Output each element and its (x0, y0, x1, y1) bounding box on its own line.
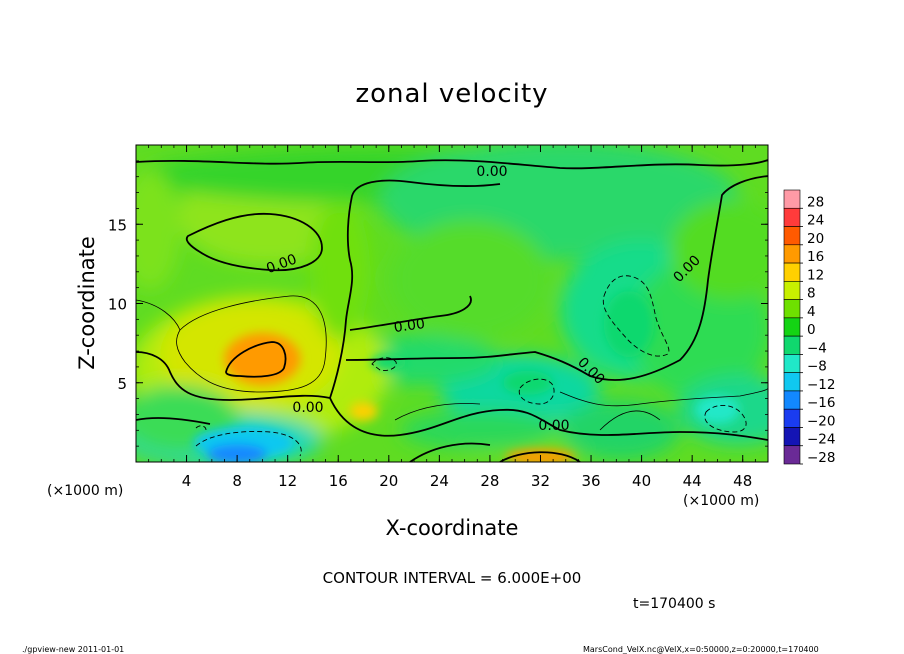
colorbar: 28 24 20 16 12 8 4 0 −4 −8 −12 −16 −20 −24 −28 (783, 189, 836, 466)
colorbar-label: 24 (807, 213, 824, 229)
colorbar-label: 16 (807, 249, 824, 265)
colorbar-label: 0 (807, 322, 816, 338)
x-tick-label: 8 (232, 472, 242, 490)
colorbar-bin (783, 299, 801, 319)
y-axis: 5 10 15 (108, 160, 768, 447)
contour-line (499, 451, 581, 462)
contour-line-thin (394, 403, 481, 421)
time-label: t=170400 s (633, 596, 715, 612)
x-tick-label: 4 (182, 472, 192, 490)
colorbar-bin (783, 390, 801, 410)
colorbar-bin (783, 335, 801, 355)
field-blob (390, 220, 550, 340)
x-unit-right: (×1000 m) (683, 493, 759, 509)
colorbar-bin (783, 244, 801, 264)
x-tick-label: 32 (531, 472, 550, 490)
y-tick-label: 10 (108, 296, 127, 314)
field-minimum (370, 354, 407, 371)
contour-line-negative (195, 431, 302, 457)
colorbar-label: 4 (807, 304, 816, 320)
colorbar-bin (783, 372, 801, 392)
contour-line (136, 159, 768, 170)
chart-title: zonal velocity (355, 79, 548, 109)
colorbar-bin (783, 427, 801, 447)
colorbar-bin (783, 445, 801, 465)
contour-line-thin (599, 410, 661, 431)
field-maximum-core (240, 345, 285, 370)
contour-interval: CONTOUR INTERVAL = 6.000E+00 (323, 569, 582, 587)
contour-label: 0.00 (292, 400, 323, 416)
colorbar-bin (783, 207, 801, 227)
contour-line (225, 341, 287, 378)
colorbar-label: −4 (807, 340, 827, 356)
field-minimum (695, 395, 740, 424)
colorbar-label: −24 (807, 432, 836, 448)
contour-line (349, 295, 472, 331)
x-tick-label: 36 (581, 472, 600, 490)
colorbar-label: 8 (807, 286, 816, 302)
x-axis: 4 8 12 16 20 24 28 32 36 40 44 48 (148, 145, 756, 490)
contour-line-thin (136, 299, 181, 331)
colorbar-label: −16 (807, 395, 836, 411)
contour-line (136, 417, 211, 425)
contour-label: 0.00 (393, 316, 426, 336)
colorbar-bin (783, 408, 801, 428)
colorbar-label: 28 (807, 194, 824, 210)
x-axis-label: X-coordinate (386, 516, 519, 540)
x-tick-label: 24 (430, 472, 449, 490)
x-tick-label: 20 (379, 472, 398, 490)
colorbar-label: 12 (807, 267, 824, 283)
field-blob (400, 410, 560, 450)
contour-label: 0.00 (476, 164, 507, 180)
colorbar-bin (783, 281, 801, 300)
colorbar-label: 20 (807, 231, 824, 247)
footer-left: ./gpview-new 2011-01-01 (22, 645, 124, 654)
y-tick-label: 5 (117, 375, 127, 393)
x-tick-label: 28 (480, 472, 499, 490)
contour-line (136, 351, 768, 441)
colorbar-bin (783, 354, 801, 373)
heatmap-field (136, 145, 768, 462)
contour-line-thin (176, 295, 327, 393)
colorbar-bin (783, 226, 801, 246)
field-minimum-core (207, 444, 268, 462)
field-minimum (603, 291, 654, 358)
x-tick-label: 40 (632, 472, 651, 490)
colorbar-bin (783, 317, 801, 337)
footer-right: MarsCond_VelX.nc@VelX,x=0:50000,z=0:2000… (583, 645, 819, 654)
contour-line-negative (704, 405, 747, 433)
y-axis-label: Z-coordinate (75, 236, 99, 370)
contour-line-negative (371, 357, 397, 371)
contour-line-thin (559, 387, 768, 407)
contour-line (345, 175, 768, 381)
colorbar-label: −8 (807, 359, 827, 375)
contour-line (185, 212, 323, 272)
contour-line-negative (195, 425, 207, 431)
colorbar-label: −12 (807, 377, 836, 393)
contour-label: 0.00 (538, 418, 569, 434)
colorbar-bin (783, 262, 801, 282)
x-tick-label: 44 (683, 472, 702, 490)
field-blob (310, 200, 370, 340)
field-blob (560, 400, 680, 460)
x-unit-left: (×1000 m) (47, 483, 123, 499)
colorbar-bin (783, 189, 801, 209)
y-tick-label: 15 (108, 216, 127, 234)
field-maximum (349, 402, 378, 421)
field-minimum (502, 370, 553, 395)
contour-line-negative (602, 275, 670, 357)
x-tick-label: 12 (278, 472, 297, 490)
contour-line (409, 442, 491, 462)
field-blob (136, 170, 180, 290)
field-blob (670, 200, 768, 300)
colorbar-label: −20 (807, 413, 836, 429)
colorbar-label: −28 (807, 450, 836, 466)
contour-line-negative (518, 378, 555, 405)
contour-line (329, 179, 501, 399)
x-tick-label: 16 (329, 472, 348, 490)
x-tick-label: 48 (733, 472, 752, 490)
